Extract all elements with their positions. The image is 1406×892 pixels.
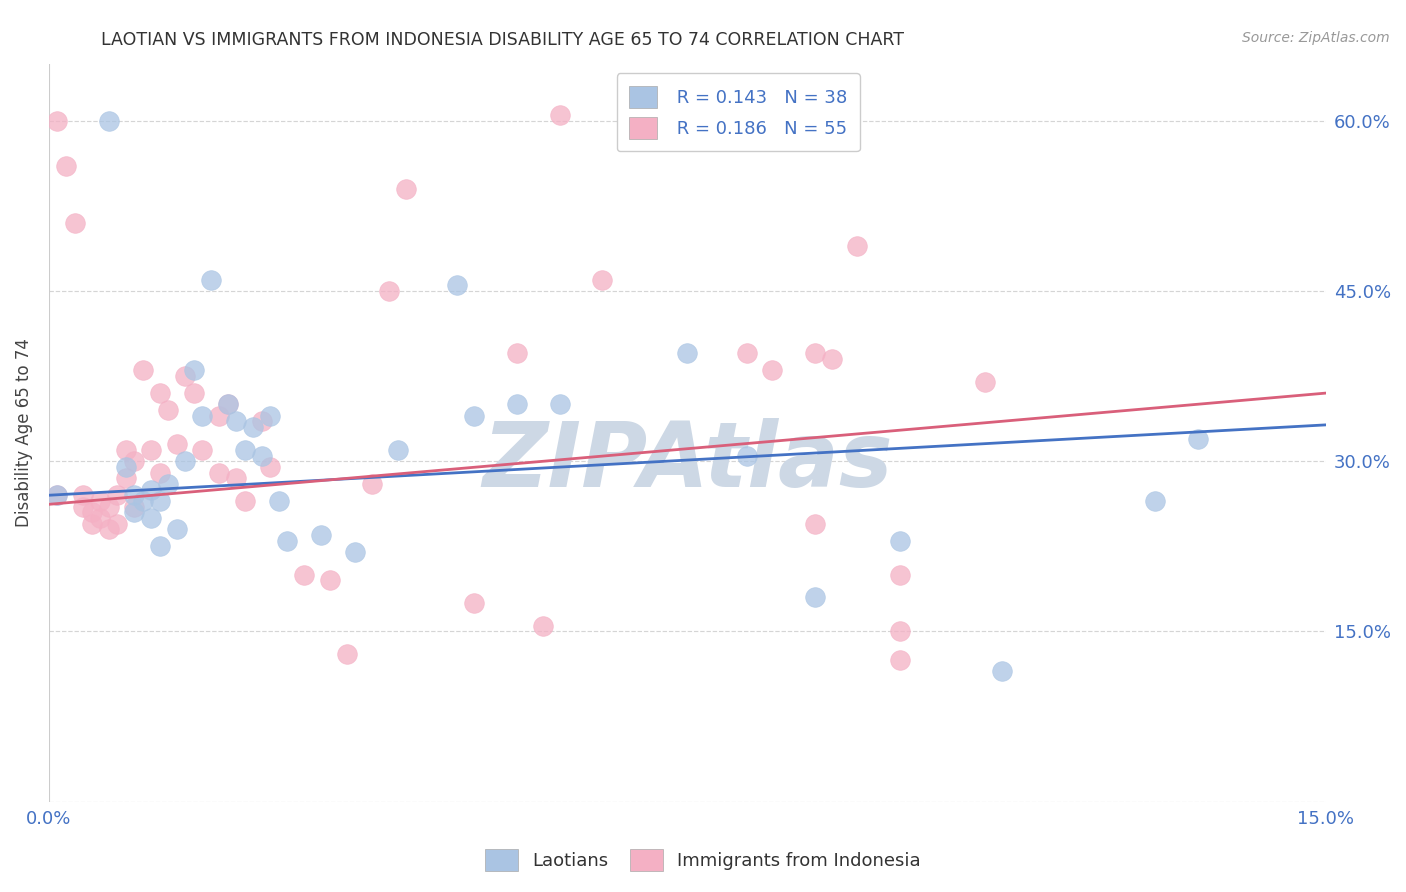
Point bbox=[55, 159, 77, 173]
Text: LAOTIAN VS IMMIGRANTS FROM INDONESIA DISABILITY AGE 65 TO 74 CORRELATION CHART: LAOTIAN VS IMMIGRANTS FROM INDONESIA DIS… bbox=[101, 31, 904, 49]
Point bbox=[166, 437, 188, 451]
Point bbox=[114, 442, 136, 457]
Text: Source: ZipAtlas.com: Source: ZipAtlas.com bbox=[1241, 31, 1389, 45]
Point bbox=[336, 647, 359, 661]
Point bbox=[46, 113, 69, 128]
Point bbox=[46, 488, 69, 502]
Point bbox=[225, 471, 247, 485]
Point bbox=[804, 346, 827, 360]
Legend:  R = 0.143   N = 38,  R = 0.186   N = 55: R = 0.143 N = 38, R = 0.186 N = 55 bbox=[617, 73, 860, 152]
Point bbox=[233, 494, 256, 508]
Text: ZIPAtlas: ZIPAtlas bbox=[482, 418, 893, 507]
Point bbox=[761, 363, 783, 377]
Point bbox=[276, 533, 298, 548]
Point bbox=[548, 397, 571, 411]
Point bbox=[217, 397, 239, 411]
Point bbox=[735, 346, 758, 360]
Point bbox=[80, 516, 103, 531]
Point bbox=[344, 545, 367, 559]
Point bbox=[139, 442, 162, 457]
Point bbox=[735, 449, 758, 463]
Point bbox=[183, 386, 205, 401]
Point bbox=[267, 494, 290, 508]
Point bbox=[131, 363, 153, 377]
Point bbox=[208, 409, 231, 423]
Point bbox=[446, 278, 468, 293]
Point bbox=[97, 500, 120, 514]
Point bbox=[105, 516, 128, 531]
Point bbox=[506, 346, 529, 360]
Point bbox=[250, 415, 273, 429]
Point bbox=[676, 346, 699, 360]
Point bbox=[105, 488, 128, 502]
Point bbox=[217, 397, 239, 411]
Point bbox=[122, 505, 145, 519]
Point bbox=[149, 494, 172, 508]
Point bbox=[157, 403, 180, 417]
Point bbox=[122, 500, 145, 514]
Point bbox=[259, 409, 281, 423]
Point bbox=[72, 500, 94, 514]
Point bbox=[200, 273, 222, 287]
Point bbox=[974, 375, 997, 389]
Point bbox=[804, 591, 827, 605]
Point bbox=[292, 567, 315, 582]
Point bbox=[191, 442, 214, 457]
Point bbox=[889, 533, 911, 548]
Point bbox=[97, 522, 120, 536]
Point bbox=[506, 397, 529, 411]
Point bbox=[89, 511, 111, 525]
Point bbox=[821, 352, 844, 367]
Point bbox=[1187, 432, 1209, 446]
Point bbox=[991, 664, 1014, 678]
Point bbox=[46, 488, 69, 502]
Legend: Laotians, Immigrants from Indonesia: Laotians, Immigrants from Indonesia bbox=[478, 842, 928, 879]
Point bbox=[804, 516, 827, 531]
Point bbox=[114, 471, 136, 485]
Point bbox=[361, 476, 384, 491]
Point bbox=[889, 653, 911, 667]
Point bbox=[548, 108, 571, 122]
Point bbox=[72, 488, 94, 502]
Point bbox=[122, 488, 145, 502]
Point bbox=[97, 113, 120, 128]
Point bbox=[131, 494, 153, 508]
Point bbox=[531, 618, 554, 632]
Point bbox=[114, 459, 136, 474]
Point bbox=[149, 386, 172, 401]
Point bbox=[250, 449, 273, 463]
Point bbox=[149, 466, 172, 480]
Point bbox=[225, 415, 247, 429]
Point bbox=[139, 511, 162, 525]
Point bbox=[191, 409, 214, 423]
Point bbox=[846, 238, 869, 252]
Point bbox=[208, 466, 231, 480]
Point bbox=[122, 454, 145, 468]
Point bbox=[463, 409, 485, 423]
Point bbox=[157, 476, 180, 491]
Point bbox=[183, 363, 205, 377]
Point bbox=[387, 442, 409, 457]
Point bbox=[378, 284, 401, 298]
Point bbox=[319, 574, 342, 588]
Point bbox=[166, 522, 188, 536]
Point bbox=[174, 454, 197, 468]
Point bbox=[463, 596, 485, 610]
Point bbox=[80, 505, 103, 519]
Point bbox=[591, 273, 613, 287]
Point bbox=[139, 483, 162, 497]
Point bbox=[889, 567, 911, 582]
Point bbox=[174, 369, 197, 384]
Y-axis label: Disability Age 65 to 74: Disability Age 65 to 74 bbox=[15, 338, 32, 527]
Point bbox=[1144, 494, 1167, 508]
Point bbox=[395, 182, 418, 196]
Point bbox=[89, 494, 111, 508]
Point bbox=[63, 216, 86, 230]
Point bbox=[149, 539, 172, 553]
Point bbox=[311, 528, 333, 542]
Point bbox=[259, 459, 281, 474]
Point bbox=[242, 420, 264, 434]
Point bbox=[233, 442, 256, 457]
Point bbox=[889, 624, 911, 639]
